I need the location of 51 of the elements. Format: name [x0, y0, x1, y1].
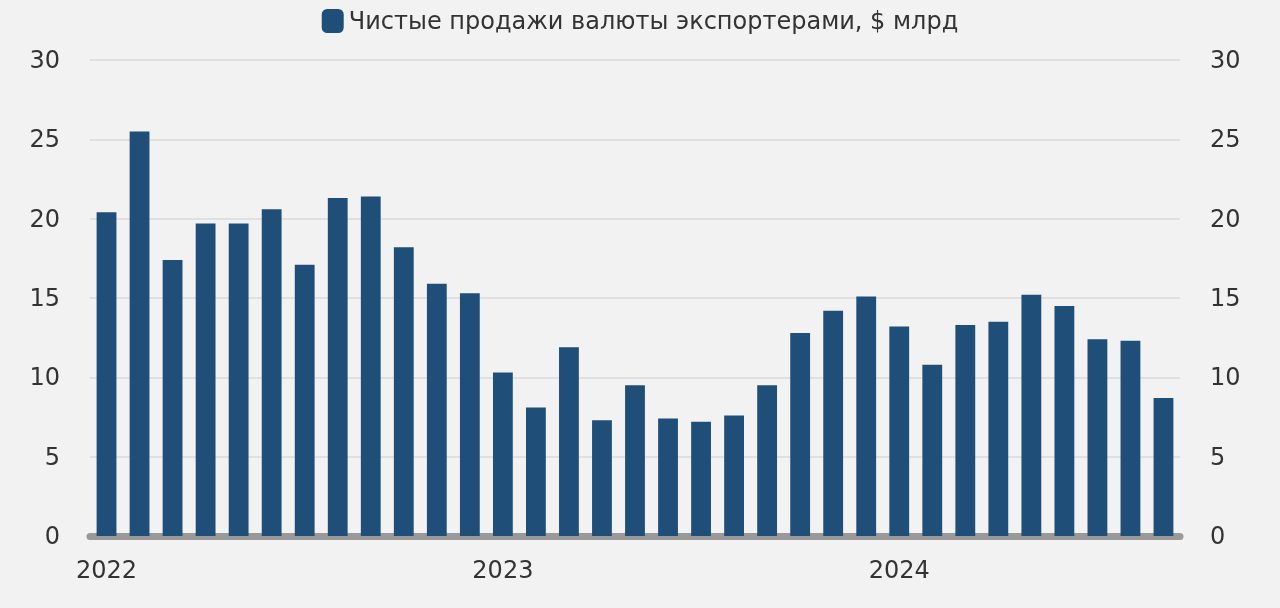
bar [658, 418, 678, 536]
y-tick-label: 10 [29, 363, 60, 392]
bar [625, 385, 645, 536]
bar [1153, 397, 1174, 536]
bar [757, 385, 778, 536]
bar [459, 293, 480, 536]
y-tick-label: 30 [29, 46, 60, 74]
y2-tick-label: 5 [1210, 442, 1226, 471]
bar [724, 415, 744, 536]
bar [228, 223, 249, 536]
bar [1021, 294, 1042, 536]
y2-tick-label: 15 [1210, 284, 1241, 312]
bar [492, 372, 513, 536]
bar [691, 421, 711, 536]
bar [195, 223, 216, 536]
bar [1087, 339, 1108, 536]
bar [889, 326, 910, 536]
x-tick-label: 2023 [472, 556, 534, 584]
bar [393, 247, 414, 536]
y-tick-label: 5 [44, 442, 60, 471]
bar [1120, 340, 1141, 536]
bar [856, 296, 877, 536]
bar [790, 332, 811, 536]
bar [261, 209, 282, 536]
y2-tick-label: 0 [1210, 522, 1226, 550]
bar [426, 283, 447, 536]
bar [559, 347, 579, 536]
bar [327, 198, 348, 536]
legend-label: Чистые продажи валюты экспортерами, $ млрд [348, 7, 959, 35]
y2-tick-label: 30 [1210, 46, 1241, 74]
y-tick-label: 0 [44, 522, 60, 550]
bar [526, 407, 546, 536]
y2-tick-label: 10 [1210, 363, 1241, 392]
bar [1054, 305, 1075, 536]
bar [592, 420, 612, 536]
y2-tick-label: 25 [1210, 125, 1241, 154]
bar [922, 364, 943, 536]
bar [955, 324, 976, 536]
y-tick-label: 20 [29, 204, 60, 233]
x-tick-label: 2022 [75, 556, 138, 584]
bar [129, 131, 150, 536]
y-tick-label: 25 [29, 125, 60, 154]
bar [162, 259, 183, 536]
bar [294, 264, 315, 536]
bar [96, 212, 117, 536]
x-tick-label: 2024 [868, 556, 930, 584]
bar [988, 321, 1009, 536]
y-tick-label: 15 [29, 284, 60, 312]
bar [823, 310, 844, 536]
bar [360, 196, 381, 536]
y2-tick-label: 20 [1210, 204, 1241, 233]
